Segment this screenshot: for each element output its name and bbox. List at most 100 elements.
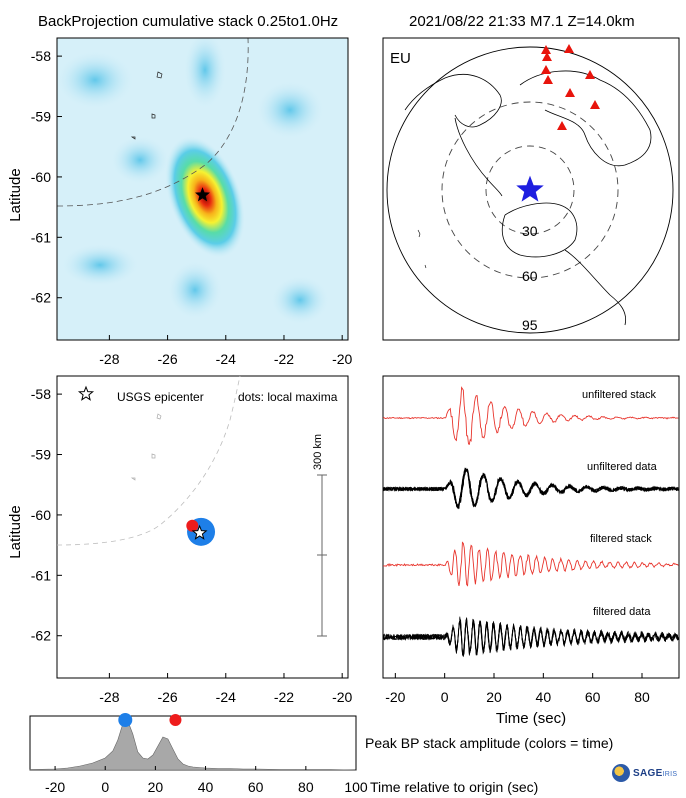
y-tick-label: -60 xyxy=(31,507,51,523)
legend-dots: dots: local maxima xyxy=(238,390,338,404)
trace-label-unfiltered-data: unfiltered data xyxy=(587,461,658,473)
island-outline xyxy=(156,413,162,420)
x-tick-label: -28 xyxy=(99,689,119,705)
y-tick-label: -61 xyxy=(31,229,51,245)
maxima-map: -28 -26 -24 -22 -20-58-59-60-61-62 Latitude … xyxy=(7,375,353,705)
seismogram-trace xyxy=(383,620,679,656)
y-tick-label: -58 xyxy=(31,48,51,64)
ring-label-60: 60 xyxy=(522,268,538,284)
coastline-south-america xyxy=(454,117,503,197)
station-triangle-icon xyxy=(590,100,600,109)
x-tick-label: -28 xyxy=(99,351,119,367)
x-tick-label: -20 xyxy=(332,689,352,705)
x-tick-label: -26 xyxy=(157,689,177,705)
x-tick-label: -20 xyxy=(332,351,352,367)
x-tick-label: -20 xyxy=(45,779,65,795)
station-triangle-icon xyxy=(564,44,574,53)
x-tick-label: 20 xyxy=(148,779,164,795)
x-tick-label: 80 xyxy=(634,689,650,705)
seismogram-panel: unfiltered stack unfiltered data filtere… xyxy=(382,375,680,727)
trace-ticks: -20 0 20 40 60 80 xyxy=(385,673,650,705)
x-tick-label: 0 xyxy=(441,689,449,705)
legend-usgs: USGS epicenter xyxy=(117,390,204,404)
station-triangle-icon xyxy=(565,88,575,97)
bp-blob xyxy=(270,275,330,325)
x-tick-label: -24 xyxy=(216,351,236,367)
coastline-antarctica xyxy=(501,202,578,258)
bp-blob xyxy=(183,38,227,110)
x-tick-label: -22 xyxy=(274,689,294,705)
island-outline xyxy=(130,477,136,481)
island-outline xyxy=(151,113,156,119)
bp-blob xyxy=(60,243,140,287)
station-triangle-icon xyxy=(542,52,552,61)
seismogram-trace xyxy=(383,541,679,587)
time-marker-dot xyxy=(169,714,182,726)
map-top-ylabel: Latitude xyxy=(7,168,24,221)
scale-label: 300 km xyxy=(312,434,324,470)
x-tick-label: -26 xyxy=(157,351,177,367)
x-tick-label: 40 xyxy=(198,779,214,795)
y-tick-label: -60 xyxy=(31,169,51,185)
y-tick-label: -61 xyxy=(31,567,51,583)
plate-boundary xyxy=(56,375,241,546)
y-tick-label: -59 xyxy=(31,109,51,125)
sage-wordmark: SAGEIRIS xyxy=(633,767,678,779)
ring-label-95: 95 xyxy=(522,317,538,333)
station-triangle-icon xyxy=(543,75,553,84)
x-tick-label: 60 xyxy=(248,779,264,795)
island-outline xyxy=(130,136,136,140)
trace-label-filtered-stack: filtered stack xyxy=(590,533,652,545)
epicenter-star-icon xyxy=(516,175,544,202)
y-tick-label: -62 xyxy=(31,290,51,306)
sage-logo: SAGEIRIS xyxy=(612,762,680,784)
station-globe: EU 30 60 95 xyxy=(382,37,680,341)
chart-xlabel: Time relative to origin (sec) xyxy=(370,779,538,795)
local-maximum-dot xyxy=(186,519,199,532)
bp-stack-map: -28 -26 -24 -22 -20 -58 -59 -60 -61 -62 Latitude xyxy=(7,37,353,367)
x-tick-label: 60 xyxy=(585,689,601,705)
time-marker-dot xyxy=(118,713,133,727)
station-markers xyxy=(541,44,600,130)
station-triangle-icon xyxy=(557,121,567,130)
map-bottom-ylabel: Latitude xyxy=(7,505,24,558)
amplitude-area xyxy=(29,720,357,771)
ring-label-30: 30 xyxy=(522,223,538,239)
x-tick-label: 40 xyxy=(536,689,552,705)
legend-star-icon xyxy=(77,385,95,401)
map-frame xyxy=(56,37,349,341)
seismogram-trace xyxy=(382,468,679,508)
station-triangle-icon xyxy=(585,70,595,79)
seismogram-trace xyxy=(382,386,679,445)
chart-frame xyxy=(29,715,357,771)
coastline-islands xyxy=(417,229,427,269)
trace-lines xyxy=(382,386,679,658)
plate-boundary xyxy=(57,38,249,207)
station-triangle-icon xyxy=(541,65,551,74)
trace-frame xyxy=(382,375,680,679)
station-triangle-icon xyxy=(541,45,551,54)
x-tick-label: 80 xyxy=(298,779,314,795)
map-top-ticks: -28 -26 -24 -22 -20 -58 -59 -60 -61 -62 xyxy=(31,48,353,367)
x-tick-label: -24 xyxy=(216,689,236,705)
trace-xlabel: Time (sec) xyxy=(496,710,566,727)
island-outline xyxy=(156,71,163,79)
x-tick-label: 100 xyxy=(344,779,368,795)
globe-region-label: EU xyxy=(390,50,411,67)
sage-globe-icon xyxy=(612,764,630,782)
time-markers xyxy=(118,713,182,727)
bp-blob xyxy=(255,80,325,140)
y-tick-label: -62 xyxy=(31,628,51,644)
left-title: BackProjection cumulative stack 0.25to1.… xyxy=(38,13,338,30)
bp-blob xyxy=(57,50,135,110)
epicenter-star-icon xyxy=(191,524,208,540)
globe-ring-95 xyxy=(386,46,674,334)
x-tick-label: 0 xyxy=(101,779,109,795)
x-tick-label: 20 xyxy=(486,689,502,705)
map-bottom-ticks: -28 -26 -24 -22 -20 -58 -59 -60 -61 -62 xyxy=(31,386,353,705)
epicenter-star-icon xyxy=(195,187,210,202)
coastline-australia xyxy=(564,249,627,326)
coastline xyxy=(404,73,502,128)
x-tick-label: -20 xyxy=(385,689,405,705)
